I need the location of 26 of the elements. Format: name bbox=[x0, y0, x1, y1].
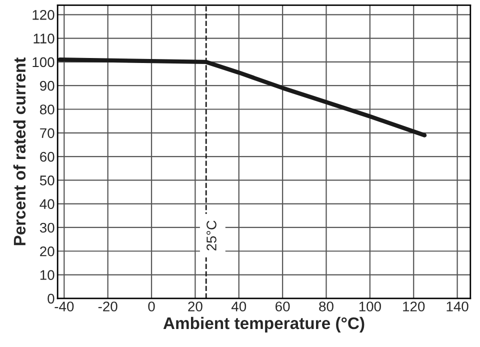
y-axis-title: Percent of rated current bbox=[13, 58, 26, 246]
y-tick-label: 40 bbox=[40, 199, 54, 210]
x-tick-label: 40 bbox=[231, 302, 246, 312]
y-tick-label: 90 bbox=[40, 80, 54, 91]
y-tick-label: 50 bbox=[40, 176, 54, 186]
x-tick-label: 0 bbox=[148, 302, 155, 312]
ref-line-label: 25°C bbox=[206, 220, 216, 250]
x-tick-label: 100 bbox=[359, 302, 381, 312]
y-tick-label: 60 bbox=[40, 152, 54, 162]
y-tick-label: 20 bbox=[40, 246, 54, 256]
y-tick-label: 70 bbox=[40, 128, 54, 138]
x-tick-label: 140 bbox=[446, 302, 468, 312]
x-tick-label: 120 bbox=[403, 302, 425, 312]
x-axis-title: Ambient temperature (°C) bbox=[163, 316, 364, 332]
y-tick-label: 30 bbox=[40, 222, 54, 233]
x-tick-label: -20 bbox=[98, 302, 118, 312]
y-tick-label: 80 bbox=[40, 104, 54, 114]
y-tick-label: 10 bbox=[40, 270, 54, 280]
y-tick-label: 0 bbox=[48, 294, 54, 304]
x-tick-label: 60 bbox=[276, 302, 290, 312]
x-tick-label: 20 bbox=[188, 302, 202, 312]
y-tick-label: 120 bbox=[32, 10, 54, 20]
x-tick-label: -40 bbox=[54, 302, 74, 312]
y-tick-label: 110 bbox=[34, 34, 54, 44]
y-tick-label: 100 bbox=[32, 57, 54, 68]
x-tick-label: 80 bbox=[319, 302, 334, 312]
